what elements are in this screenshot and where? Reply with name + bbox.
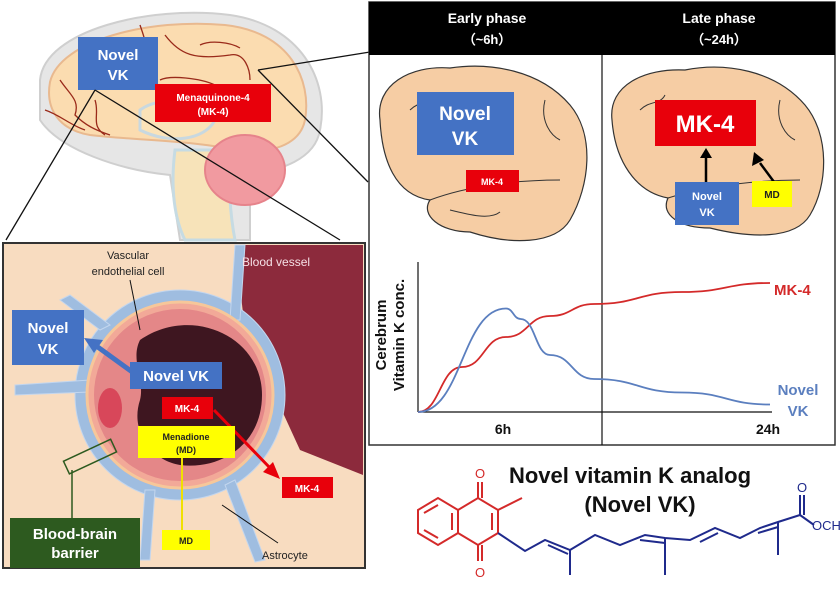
early-mk4-label: MK-4 [481,177,503,187]
early-phase-time: （~6h） [463,32,512,47]
blood-vessel [235,245,363,475]
phase-panel: Early phase （~6h） Late phase （~24h） Nove… [368,1,836,446]
naphthoquinone-core [417,482,523,561]
novel-vk-in-box [130,362,222,389]
late-phase-time: （~24h） [691,32,747,47]
vascular-label: Vascular [107,250,149,262]
novel-vk-out-label: Novel [28,320,69,337]
menadione-label: Menadione [162,432,209,442]
mk4-out-label: MK-4 [295,484,320,495]
late-novel-vk-label-2: VK [699,207,714,219]
overview-novel-vk-box [78,37,158,90]
astrocyte-label: Astrocyte [262,550,308,562]
isoprenoid-chain [497,495,815,575]
zoom-lines [5,51,371,241]
x-tick-24h: 24h [756,421,780,437]
late-brain: MK-4 Novel VK MD [611,66,825,236]
overview-novel-vk-label-2: VK [108,67,129,84]
ester-group: OCH3 [812,518,840,536]
blood-vessel-label: Blood vessel [242,255,310,269]
early-novel-vk-label-2: VK [452,129,479,150]
y-axis-label: Cerebrum [373,300,390,371]
novel-vk-out-label-2: VK [38,341,59,358]
overview-novel-vk-label: Novel [98,47,139,64]
menadione-label-2: (MD) [176,445,196,455]
compound-structure: Novel vitamin K analog (Novel VK) O O O … [417,463,840,580]
bbb-label-box [10,518,140,568]
endothelial-nucleus [98,388,122,428]
compound-title: Novel vitamin K analog [509,463,751,488]
series-line-mk-4 [417,282,771,413]
oxygen-bottom: O [475,565,485,580]
overview-mk4-label: Menaquinone-4 [176,93,250,104]
mk4-in-label: MK-4 [175,404,200,415]
compound-subtitle: (Novel VK) [584,492,695,517]
blood-brain-barrier-panel: Vascular endothelial cell Blood vessel N… [2,242,366,569]
ester-oxygen: O [797,480,807,495]
overview-mk4-box [155,84,271,122]
novel-vk-series-label-2: VK [788,403,809,420]
bbb-label: Blood-brain [33,526,117,543]
novel-vk-series-label: Novel [778,382,819,399]
early-novel-vk-label: Novel [439,104,491,125]
vascular-label-2: endothelial cell [92,266,165,278]
mk4-in-box [162,397,213,419]
bbb-marker [62,438,118,475]
overview-head-section: Novel VK Menaquinone-4 (MK-4) [5,11,371,242]
oxygen-top: O [475,466,485,481]
mk4-series-label: MK-4 [774,282,811,299]
concentration-chart: Cerebrum Vitamin K conc. 6h 24h MK-4 Nov… [373,262,818,437]
novel-vk-out-box [12,310,84,365]
bbb-label-2: barrier [51,545,99,562]
menadione-box [138,426,235,458]
late-novel-vk-label: Novel [692,191,722,203]
late-mk4-label: MK-4 [676,111,735,138]
novel-vk-in-label: Novel VK [143,368,209,385]
late-md-label: MD [764,190,780,201]
md-box [162,530,210,550]
md-label: MD [179,536,193,546]
x-tick-6h: 6h [495,421,511,437]
overview-mk4-label-2: (MK-4) [197,107,228,118]
ester-label: OCH [812,518,840,533]
late-phase-title: Late phase [682,10,755,26]
early-phase-title: Early phase [448,10,527,26]
series-line-novel-vk [417,307,771,413]
y-axis-label-2: Vitamin K conc. [391,279,408,391]
early-brain: Novel VK MK-4 [379,65,588,242]
mk4-out-box [282,477,333,498]
phase-header [369,2,835,55]
